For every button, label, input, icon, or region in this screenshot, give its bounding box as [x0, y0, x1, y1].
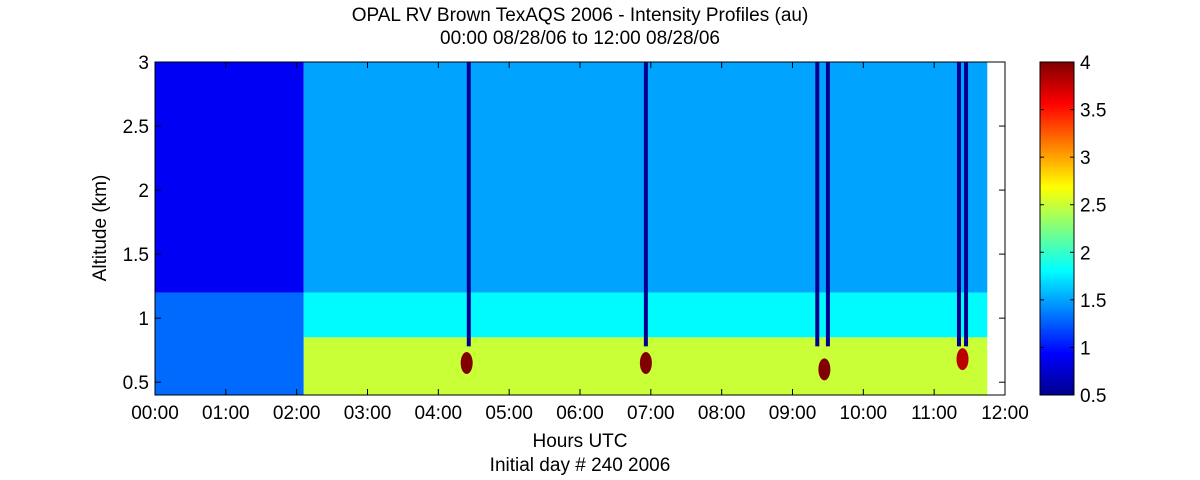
x-tick-label-10: 10:00: [840, 403, 888, 424]
x-tick-label-6: 06:00: [556, 403, 604, 424]
y-tick-label-3: 2: [138, 181, 149, 202]
high-intensity-spot-2: [818, 358, 831, 381]
x-tick-label-2: 02:00: [273, 403, 321, 424]
y-axis-ticks: 0.5 1 1.5 2 2.5 3: [123, 53, 1005, 394]
low-signal-columns: [466, 62, 969, 347]
colorbar-tick-label-5: 3: [1080, 148, 1091, 169]
heatmap-region-1: [155, 292, 304, 395]
low-signal-column-4: [956, 62, 961, 347]
heatmap-region-0: [155, 62, 304, 293]
x-axis-ticks: 00:00 01:00 02:00 03:00 04:00 05:00 06:00 07:00…: [131, 62, 1029, 424]
colorbar-tick-label-2: 1.5: [1080, 291, 1106, 312]
chart-subtitle: 00:00 08/28/06 to 12:00 08/28/06: [440, 28, 720, 49]
colorbar: [1039, 61, 1075, 396]
x-tick-label-7: 07:00: [627, 403, 675, 424]
x-tick-label-5: 05:00: [485, 403, 533, 424]
x-tick-label-8: 08:00: [698, 403, 746, 424]
high-intensity-spot-3: [956, 348, 969, 371]
x-tick-label-1: 01:00: [202, 403, 250, 424]
colorbar-tick-label-6: 3.5: [1080, 101, 1106, 122]
colorbar-tick-label-1: 1: [1080, 338, 1091, 359]
high-intensity-spot-0: [460, 351, 473, 374]
high-intensity-spot-1: [639, 351, 652, 374]
heatmap-area: [155, 62, 1005, 395]
y-tick-label-4: 2.5: [123, 117, 149, 138]
x-tick-label-9: 09:00: [769, 403, 817, 424]
y-tick-label-1: 1: [138, 309, 149, 330]
y-tick-label-2: 1.5: [123, 245, 149, 266]
low-signal-column-5: [964, 62, 969, 347]
low-signal-column-1: [643, 62, 648, 347]
x-tick-label-11: 11:00: [911, 403, 957, 424]
chart-title: OPAL RV Brown TexAQS 2006 - Intensity Pr…: [352, 5, 809, 26]
high-intensity-spots: [460, 348, 969, 381]
x-axis-label: Hours UTC: [532, 431, 627, 452]
colorbar-tick-label-3: 2: [1080, 243, 1091, 264]
x-tick-label-4: 04:00: [415, 403, 463, 424]
heatmap-regions: [155, 62, 988, 395]
x-tick-label-12: 12:00: [981, 403, 1029, 424]
low-signal-column-0: [466, 62, 471, 347]
colorbar-ticks: 0.5 1 1.5 2 2.5 3 3.5 4: [1040, 53, 1106, 407]
y-tick-label-5: 3: [138, 53, 149, 74]
low-signal-column-3: [825, 62, 830, 347]
x-axis-sublabel: Initial day # 240 2006: [490, 455, 671, 476]
colorbar-tick-label-0: 0.5: [1080, 386, 1106, 407]
low-signal-column-2: [815, 62, 820, 347]
x-tick-label-0: 00:00: [131, 403, 179, 424]
y-axis-label: Altitude (km): [90, 175, 111, 282]
y-tick-label-0: 0.5: [123, 373, 149, 394]
colorbar-tick-label-7: 4: [1080, 53, 1091, 74]
colorbar-tick-label-4: 2.5: [1080, 196, 1106, 217]
x-tick-label-3: 03:00: [344, 403, 392, 424]
